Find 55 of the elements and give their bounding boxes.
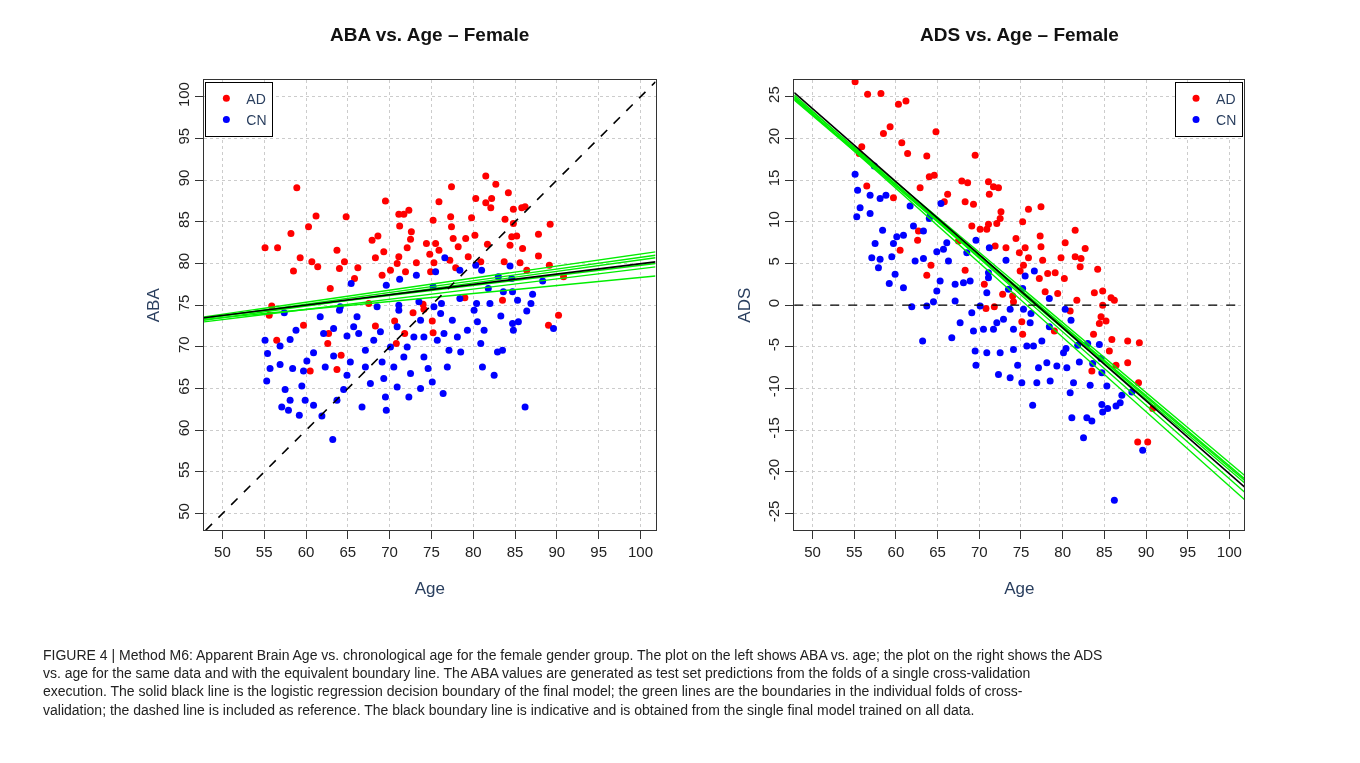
y-tick-label: 10 [765, 211, 783, 228]
y-tick-label: 60 [174, 419, 192, 437]
y-tick-label: 90 [174, 169, 192, 187]
x-tick-label: 50 [804, 543, 821, 561]
y-tick-label: -20 [765, 458, 783, 481]
x-tick-label: 80 [464, 543, 482, 561]
x-tick-label: 75 [1012, 543, 1030, 561]
x-tick-label: 70 [970, 543, 988, 561]
y-axis-title: ABA [144, 287, 164, 323]
x-tick-label: 85 [506, 543, 524, 561]
y-tick-label: -10 [765, 375, 783, 398]
x-tick-label: 90 [548, 543, 566, 561]
y-tick-label: 5 [765, 257, 783, 266]
y-tick-label: 85 [174, 211, 192, 228]
y-tick-label: 95 [174, 127, 192, 145]
x-tick-label: 60 [297, 543, 315, 561]
y-tick-label: 25 [765, 86, 783, 103]
x-tick-label: 80 [1054, 543, 1072, 561]
x-tick-label: 75 [423, 543, 440, 561]
y-tick-label: -15 [765, 417, 783, 439]
chart-title: ADS vs. Age – Female [920, 24, 1119, 45]
y-tick-label: 100 [174, 82, 192, 108]
y-tick-label: 75 [174, 294, 192, 312]
x-tick-label: 95 [1179, 543, 1197, 561]
y-tick-label: 0 [765, 298, 783, 308]
y-tick-label: 80 [174, 252, 192, 270]
y-tick-label: 50 [174, 503, 192, 520]
x-tick-label: 65 [929, 543, 946, 561]
x-tick-label: 100 [627, 543, 653, 561]
x-tick-label: 55 [845, 543, 863, 561]
x-axis-title: Age [1004, 578, 1035, 598]
x-tick-label: 95 [590, 543, 607, 561]
y-tick-label: 15 [765, 169, 783, 187]
y-tick-label: 70 [174, 336, 192, 353]
x-tick-label: 60 [887, 543, 905, 561]
x-tick-label: 55 [255, 543, 273, 561]
legend-label: AD [246, 90, 266, 107]
legend-label: CN [246, 111, 267, 128]
legend-label: CN [1216, 111, 1237, 128]
y-tick-label: 55 [174, 461, 192, 479]
x-tick-label: 85 [1096, 543, 1113, 561]
x-tick-label: 70 [381, 543, 398, 561]
y-tick-label: -5 [765, 337, 783, 352]
x-tick-label: 90 [1137, 543, 1155, 561]
x-tick-label: 100 [1216, 543, 1242, 561]
y-tick-label: 65 [174, 377, 192, 395]
legend-label: AD [1216, 90, 1236, 107]
y-tick-label: 20 [765, 127, 783, 145]
y-axis-title: ADS [734, 287, 754, 323]
chart-title: ABA vs. Age – Female [330, 24, 530, 45]
y-tick-label: -25 [765, 500, 783, 523]
x-tick-label: 50 [214, 543, 231, 561]
x-tick-label: 65 [339, 543, 357, 561]
x-axis-title: Age [414, 578, 445, 598]
caption: FIGURE 4 | Method M6: Apparent Brain Age vs. chronological age for the female gender group. The plot on the left shows ABA vs. age; the plot on the right shows the ADS vs. age for the same data and with the equivalent boundary line. The ABA values are generated as test set predictions from the folds of a single cross-validation execution. The solid black line is the logistic regression decision boundary of the final model; the green lines are the boundaries in the individual folds of cross-validation; the dashed line is included as reference. The black boundary line is indicative and is obtained from the single final model trained on all data. [43, 647, 1103, 718]
